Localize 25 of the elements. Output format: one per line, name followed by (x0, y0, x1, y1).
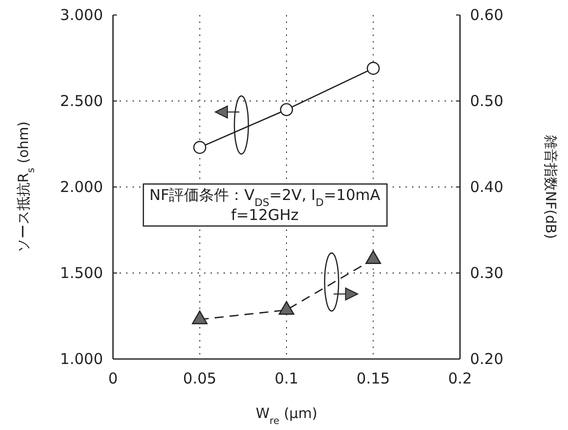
y2-tick-label: 0.40 (470, 178, 504, 196)
point (192, 310, 208, 324)
y-tick-label: 2.000 (60, 178, 103, 196)
point (366, 62, 380, 75)
x-tick-label: 0.1 (274, 370, 298, 388)
point (193, 140, 206, 154)
y-tick-label: 1.500 (60, 264, 103, 282)
x-axis-title: W$_{re}$ (μm) (256, 406, 318, 426)
y2-tick-label: 0.20 (470, 350, 504, 368)
y-tick-label: 1.000 (60, 350, 103, 368)
annotation: f=12GHz (230, 206, 299, 224)
x-tick-label: 0.15 (356, 370, 390, 388)
point (365, 250, 382, 264)
annotation: NF評価条件：V$_{DS}$=2V, I$_{D}$=10mA (149, 186, 381, 209)
point (280, 103, 294, 116)
x-tick-label: 0.2 (448, 370, 472, 388)
y2-tick-label: 0.30 (470, 264, 504, 282)
x-tick-label: 0.05 (183, 370, 216, 388)
y2-axis-title: 雑音指数NF(dB) (542, 135, 558, 239)
y2-tick-label: 0.60 (470, 6, 504, 24)
x-tick-label: 0 (108, 370, 118, 388)
y-tick-label: 2.500 (60, 92, 103, 110)
point (278, 301, 294, 315)
y-tick-label: 3.000 (60, 6, 103, 24)
y2-tick-label: 0.50 (470, 92, 504, 110)
